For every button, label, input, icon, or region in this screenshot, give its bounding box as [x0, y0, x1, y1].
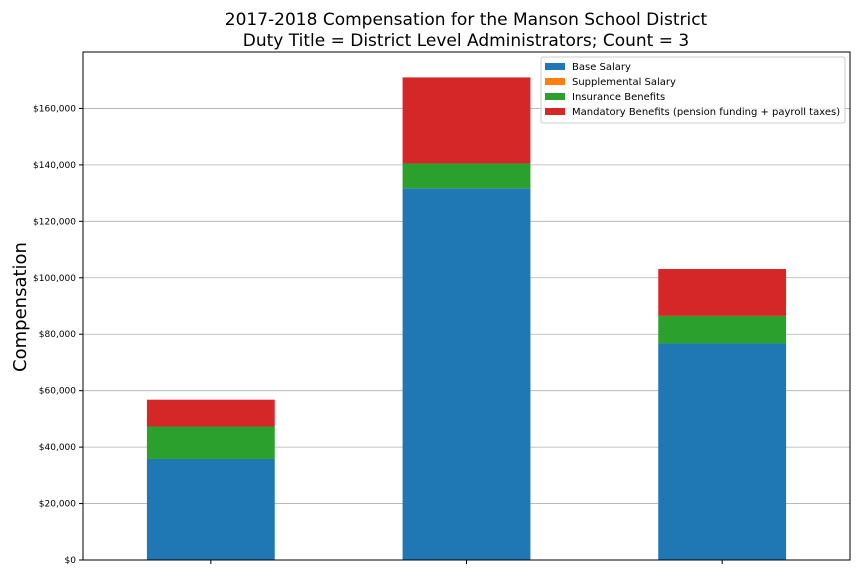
y-tick-label: $100,000	[33, 274, 76, 284]
y-tick-label: $160,000	[33, 104, 76, 114]
legend-label: Base Salary	[572, 62, 631, 73]
y-axis-label: Compensation	[10, 242, 31, 372]
bar-segment	[658, 315, 787, 344]
bars	[146, 77, 787, 560]
legend-label: Insurance Benefits	[572, 92, 665, 103]
y-tick-label: $140,000	[33, 161, 76, 171]
y-tick-label: $20,000	[39, 500, 76, 510]
bar-segment	[146, 458, 275, 560]
bar-segment	[658, 343, 787, 560]
bar-segment	[146, 399, 275, 427]
legend-label: Mandatory Benefits (pension funding + pa…	[572, 107, 840, 118]
y-tick-label: $0	[65, 556, 77, 566]
y-tick-label: $60,000	[39, 387, 76, 397]
legend-swatch	[545, 63, 565, 70]
legend-label: Supplemental Salary	[572, 77, 676, 88]
plot-frame	[82, 51, 851, 561]
y-axis-ticks: $0 $20,000 $40,000 $60,000 $80,000 $100,000 $1…	[33, 104, 83, 566]
bar-segment	[402, 188, 531, 560]
chart-title: 2017-2018 Compensation for the Manson Sc…	[225, 10, 708, 30]
y-tick-label: $40,000	[39, 443, 76, 453]
y-tick-label: $80,000	[39, 330, 76, 340]
bar-segment	[146, 426, 275, 459]
x-axis-ticks	[210, 560, 723, 564]
y-tick-label: $120,000	[33, 217, 76, 227]
bar-segment	[658, 269, 787, 316]
legend-swatch	[545, 78, 565, 85]
legend-swatch	[545, 108, 565, 115]
bar-segment	[402, 77, 531, 164]
legend: Base Salary Supplemental Salary Insurance …	[540, 56, 846, 124]
chart-subtitle: Duty Title = District Level Administrato…	[243, 31, 689, 51]
legend-box	[540, 56, 846, 124]
bar-segment	[402, 163, 531, 189]
legend-swatch	[545, 93, 565, 100]
